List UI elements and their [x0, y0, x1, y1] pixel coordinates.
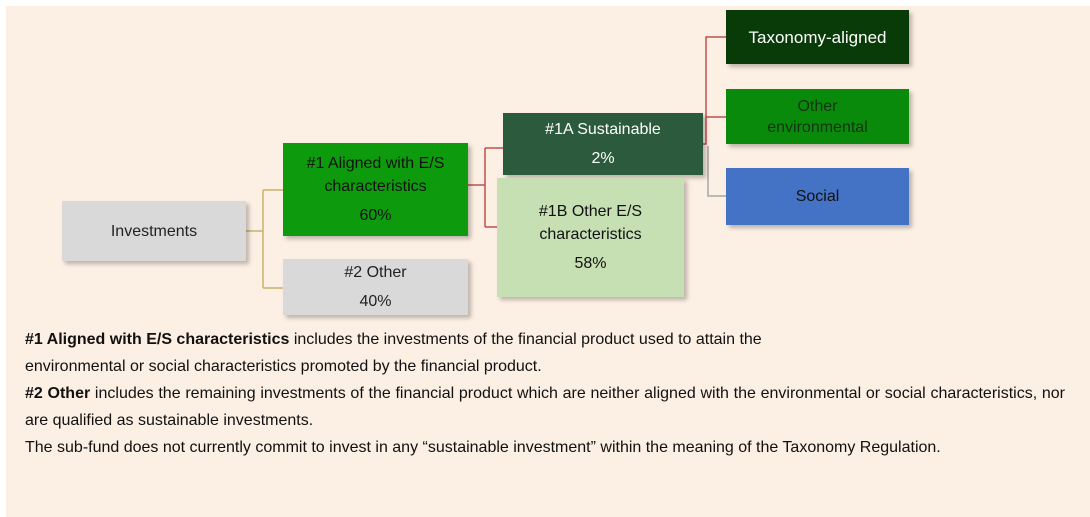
node-value: 40% [359, 293, 392, 310]
note: #2 Other includes the remaining investme… [25, 380, 1065, 434]
note: #1 Aligned with E/S characteristics incl… [25, 326, 825, 380]
node: Other environmental [726, 89, 909, 144]
node-label: #2 Other [344, 264, 407, 281]
node-label: Taxonomy-aligned [748, 27, 887, 47]
note-lead: #2 Other [25, 385, 91, 402]
connector [707, 146, 726, 197]
node-label: Investments [110, 222, 198, 240]
node-label: #1 Aligned with E/S characteristics [306, 155, 445, 195]
node: #1 Aligned with E/S characteristics 60% [283, 143, 468, 236]
page: Investments #1 Aligned with E/S characte… [6, 6, 1090, 517]
node: #2 Other 40% [283, 259, 468, 315]
node-value: 60% [359, 207, 392, 224]
note-text: The sub-fund does not currently commit t… [25, 439, 941, 456]
node: #1A Sustainable 2% [503, 113, 703, 175]
note-text: includes the remaining investments of th… [25, 385, 1065, 429]
notes: #1 Aligned with E/S characteristics incl… [25, 326, 1065, 461]
node: Social [726, 168, 909, 225]
node-label: #1A Sustainable [545, 121, 661, 138]
connectors [246, 36, 726, 289]
node-label: Social [795, 188, 840, 205]
node-value: 2% [591, 150, 615, 167]
node: #1B Other E/S characteristics 58% [497, 178, 684, 297]
node-label: Other environmental [767, 97, 868, 136]
note-lead: #1 Aligned with E/S characteristics [25, 331, 290, 348]
connector [703, 36, 726, 145]
node: Taxonomy-aligned [726, 10, 909, 64]
node: Investments [62, 201, 246, 261]
note: The sub-fund does not currently commit t… [25, 434, 1065, 461]
connector [468, 147, 503, 228]
connector [246, 189, 283, 289]
node-label: #1B Other E/S characteristics [538, 203, 643, 243]
note-text: includes the investments of the financia… [25, 331, 762, 375]
node-value: 58% [574, 255, 607, 272]
